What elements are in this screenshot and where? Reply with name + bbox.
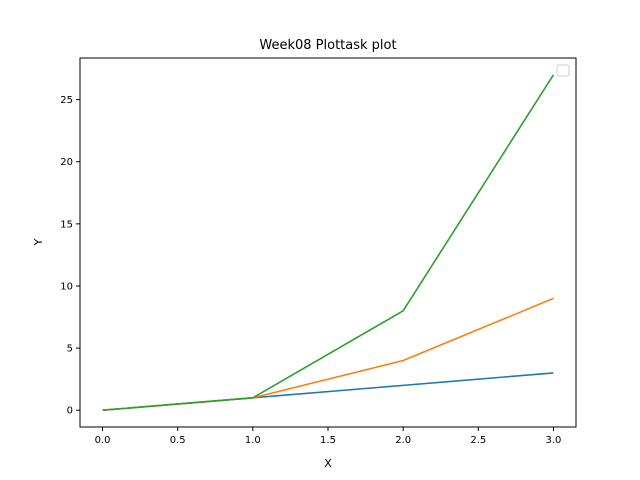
x-tick-label: 1.0 [245, 435, 261, 446]
y-tick-label: 25 [60, 95, 73, 106]
x-tick-label: 2.0 [395, 435, 411, 446]
x-axis-label: X [324, 457, 332, 470]
series-line-3 [102, 74, 555, 412]
y-tick-label: 5 [67, 344, 73, 355]
chart-title: Week08 Plottask plot [259, 38, 396, 53]
y-tick-label: 0 [67, 406, 73, 417]
x-tick-label: 2.5 [470, 435, 486, 446]
x-axis-ticks: 0.0 0.5 1.0 1.5 2.0 2.5 3.0 [95, 427, 562, 446]
plot-frame [79, 57, 577, 428]
x-tick-label: 0.5 [170, 435, 186, 446]
series-lines [102, 74, 555, 412]
x-tick-label: 1.5 [320, 435, 336, 446]
legend-box [556, 64, 570, 77]
x-tick-label: 0.0 [95, 435, 111, 446]
y-tick-label: 15 [60, 219, 73, 230]
y-axis-label: Y [32, 238, 45, 246]
y-tick-label: 20 [60, 157, 73, 168]
y-tick-label: 10 [60, 281, 73, 292]
x-tick-label: 3.0 [546, 435, 562, 446]
y-axis-ticks: 0 5 10 15 20 25 [60, 95, 80, 417]
